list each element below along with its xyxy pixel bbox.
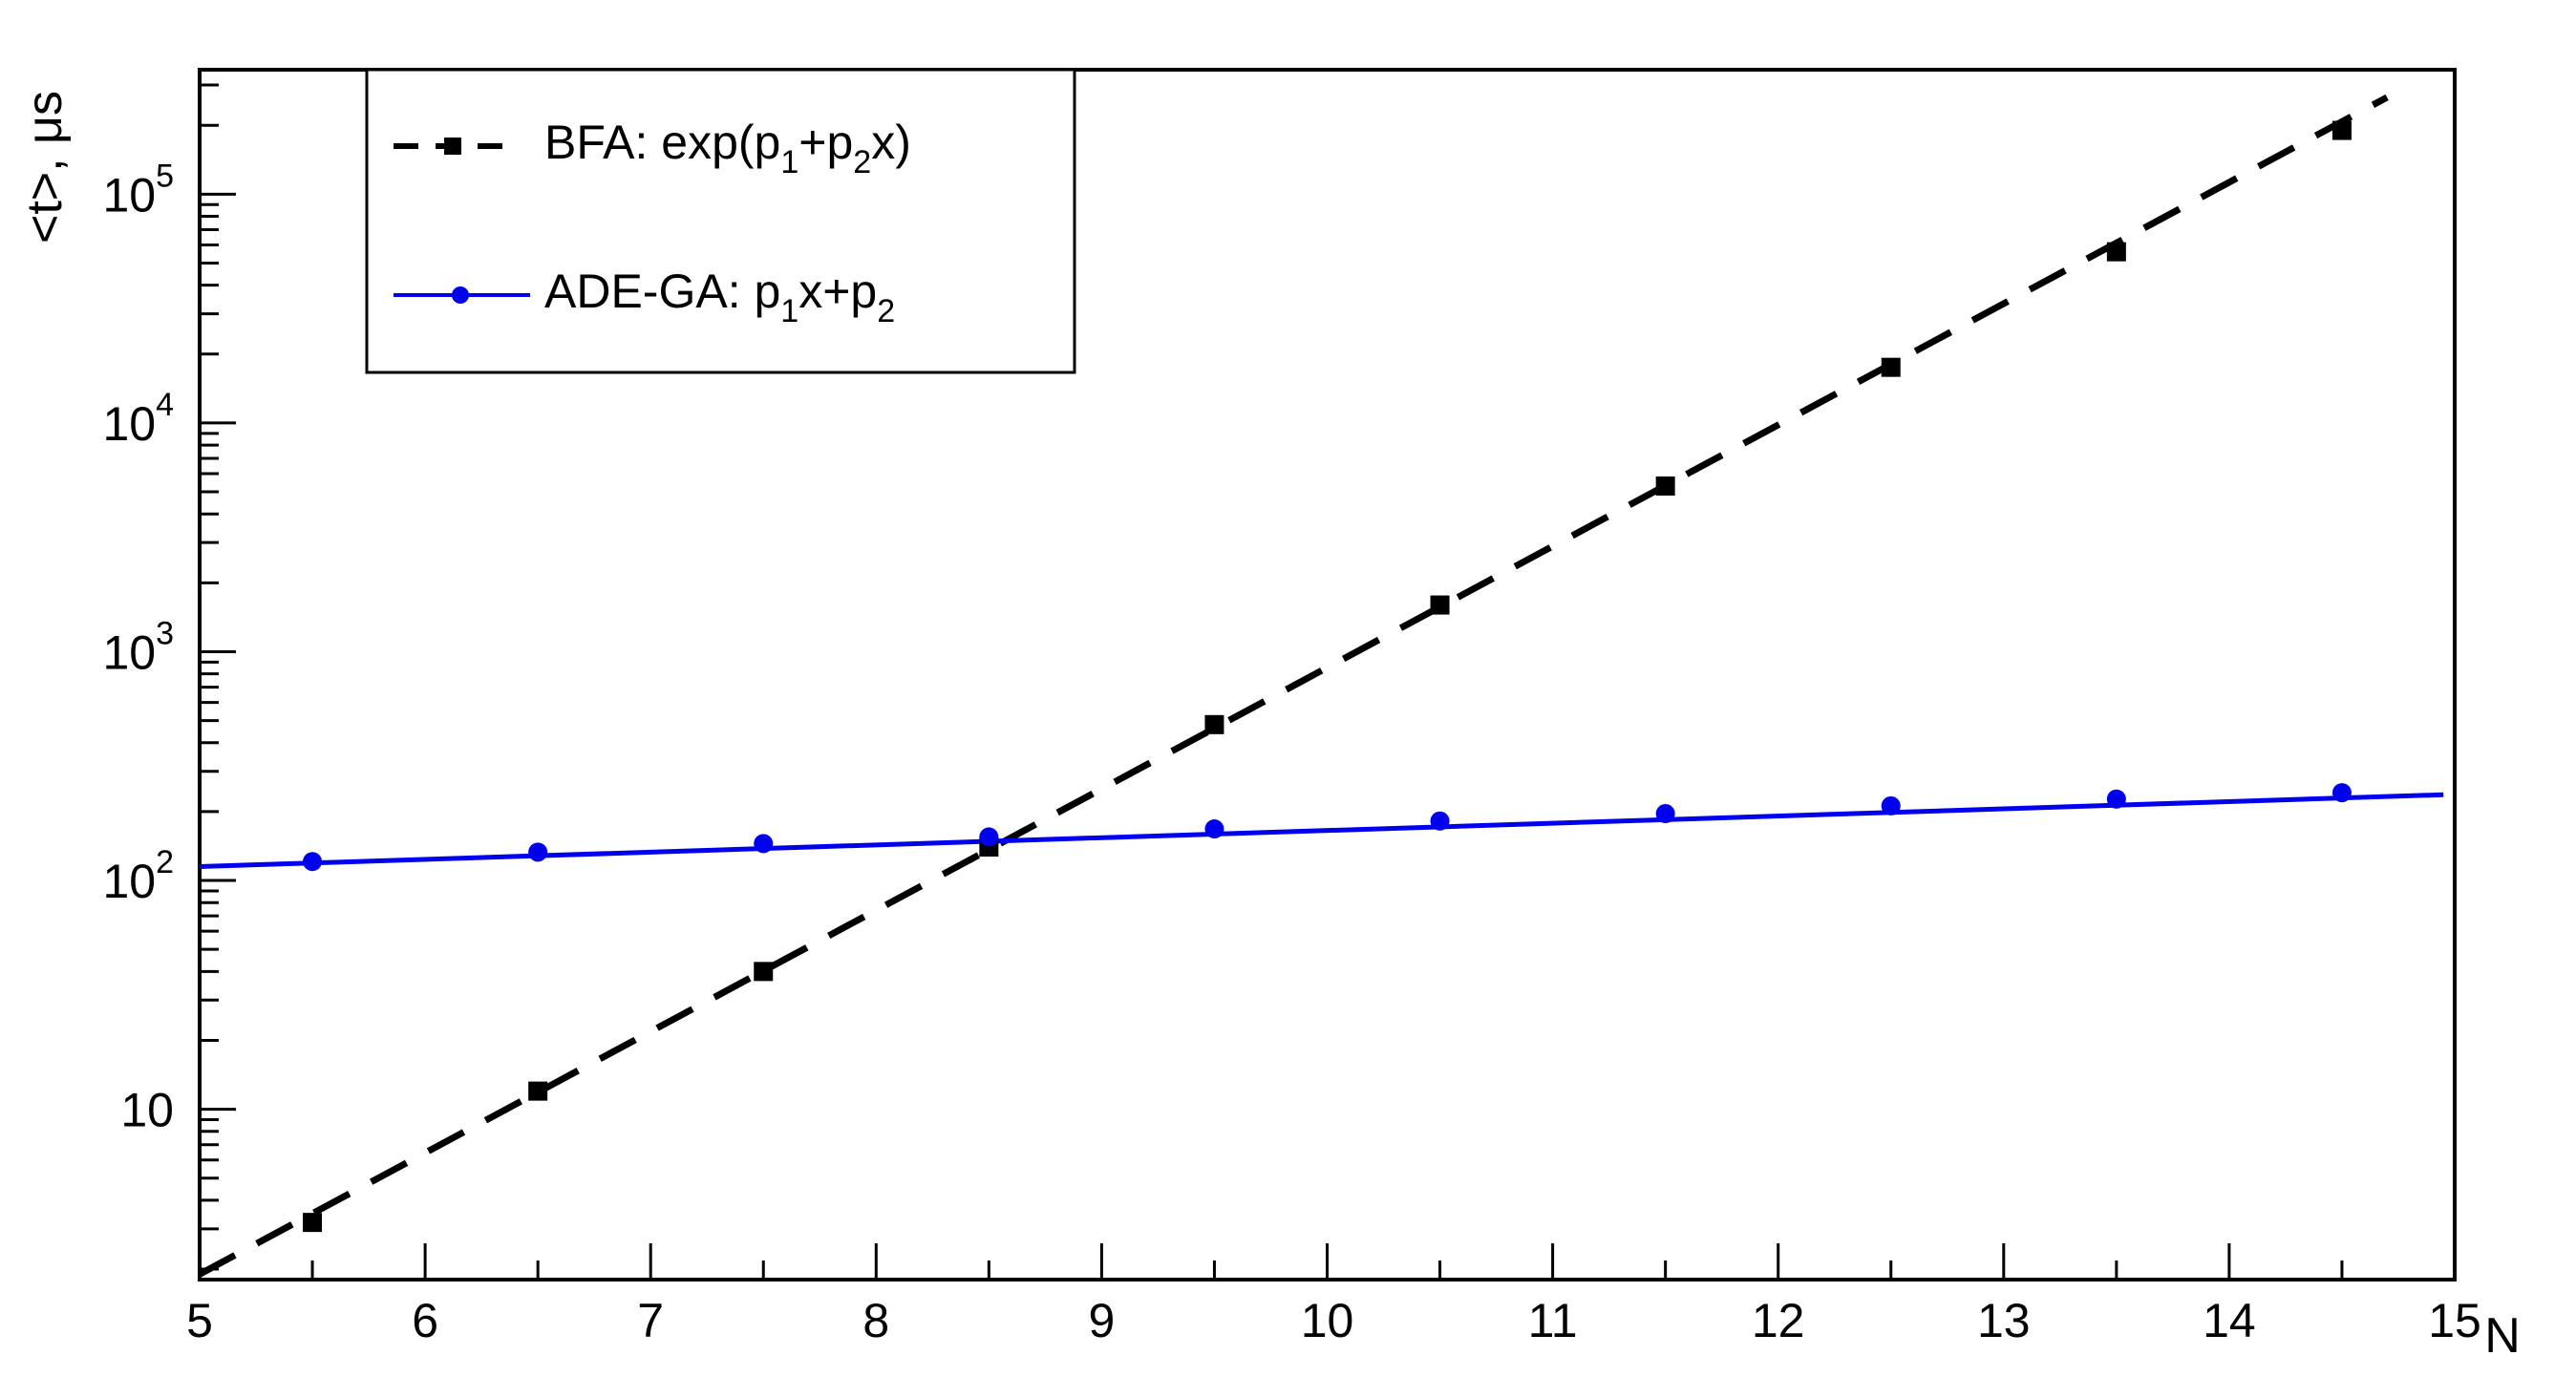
x-tick-label: 7 [637,1294,664,1347]
data-point-bfa [1204,714,1224,734]
y-tick-exponent: 5 [156,158,174,194]
legend-box [365,68,1076,374]
data-point-ade-ga [979,827,999,847]
data-point-ade-ga [1204,819,1224,839]
data-point-ade-ga [1430,811,1450,831]
data-point-ade-ga [754,834,774,854]
data-point-bfa [2106,242,2126,262]
y-tick-exponent: 3 [156,615,174,651]
x-tick-label: 13 [1977,1294,2031,1347]
x-tick-label: 12 [1752,1294,1805,1347]
y-tick-base: 10 [102,397,156,451]
y-tick-label: 105 [102,158,174,222]
y-tick-base: 10 [120,1084,174,1137]
y-tick-label: 10 [120,1084,174,1137]
fit-line-bfa [198,94,2389,1278]
y-axis-title: <t>, μs [17,91,73,244]
data-point-bfa [528,1081,548,1101]
x-axis-title: N [2484,1308,2521,1364]
y-tick-exponent: 2 [156,844,174,880]
y-tick-exponent: 4 [156,387,174,423]
legend: BFA: exp(p1+p2x) ADE-GA: p1x+p2 [365,68,1076,374]
y-tick-base: 10 [102,168,156,222]
legend-adega-label: ADE-GA: p1x+p2 [544,265,895,329]
y-tick-base: 10 [102,855,156,908]
data-point-ade-ga [2331,783,2352,803]
legend-bfa-marker [444,138,461,155]
x-tick-label: 15 [2428,1294,2481,1347]
x-tick-label: 9 [1088,1294,1115,1347]
data-markers [303,120,2352,1233]
data-point-bfa [303,1213,323,1233]
y-tick-label: 102 [102,844,174,908]
x-tick-label: 6 [412,1294,438,1347]
data-point-bfa [1430,595,1450,615]
y-tick-label: 103 [102,615,174,679]
fit-line-ade-ga [199,792,2444,869]
data-point-ade-ga [1881,795,1901,816]
fit-lines [198,94,2444,1278]
x-tick-label: 10 [1301,1294,1354,1347]
x-tick-label: 14 [2203,1294,2256,1347]
data-point-bfa [1655,476,1675,496]
x-tick-label: 5 [186,1294,213,1347]
x-tick-label: 11 [1528,1294,1578,1347]
data-point-bfa [754,962,774,982]
data-point-ade-ga [528,842,548,862]
data-point-ade-ga [1655,804,1675,824]
x-tick-labels: 5 6 7 8 9 10 11 12 13 14 15 [186,1294,2481,1347]
y-tick-base: 10 [102,625,156,679]
data-point-bfa [1881,357,1901,377]
x-tick-label: 8 [862,1294,889,1347]
legend-bfa-label: BFA: exp(p1+p2x) [544,116,911,180]
legend-adega-marker [452,286,469,304]
data-point-bfa [2331,120,2352,140]
y-tick-label: 104 [102,387,174,451]
data-point-ade-ga [303,852,323,872]
data-point-ade-ga [2106,789,2126,809]
